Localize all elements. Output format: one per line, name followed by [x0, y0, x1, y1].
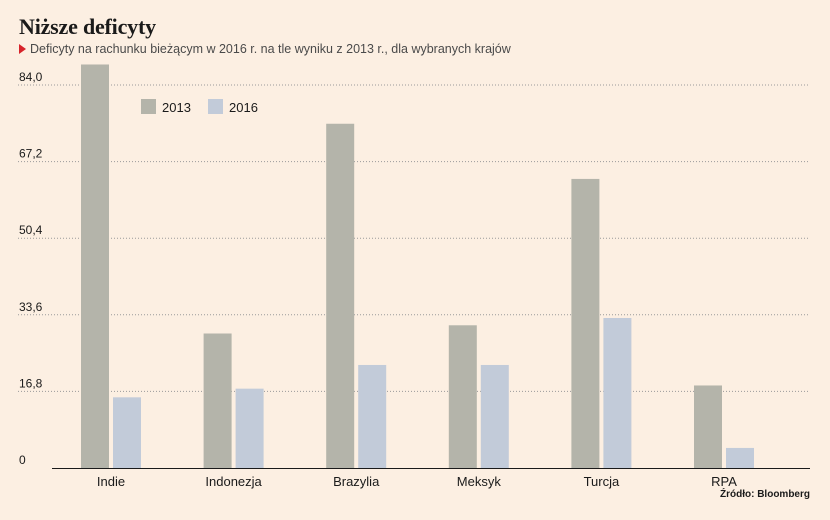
x-category-label: RPA [711, 474, 737, 489]
bar-2013-indonezja [203, 333, 232, 468]
bar-2013-indie [81, 64, 109, 468]
bar-2016-turcja [603, 317, 632, 468]
chart-subtitle: Deficyty na rachunku bieżącym w 2016 r. … [19, 42, 511, 56]
triangle-marker-icon [19, 44, 26, 54]
chart-subtitle-text: Deficyty na rachunku bieżącym w 2016 r. … [30, 42, 511, 56]
y-tick-label: 16,8 [19, 376, 43, 390]
bar-2016-indonezja [235, 388, 264, 468]
legend-label-2013: 2013 [162, 100, 191, 115]
source-note: Źródło: Bloomberg [720, 489, 810, 500]
x-category-label: Indonezja [205, 474, 262, 489]
y-tick-label: 33,6 [19, 300, 43, 314]
legend-label-2016: 2016 [229, 100, 258, 115]
x-category-label: Meksyk [457, 474, 502, 489]
legend-swatch-2013 [141, 99, 156, 114]
bar-2013-brazylia [326, 123, 355, 468]
y-tick-label: 67,2 [19, 147, 43, 161]
bar-2013-meksyk [448, 325, 477, 468]
y-tick-label: 0 [19, 453, 26, 467]
x-category-label: Turcja [584, 474, 620, 489]
bar-2016-indie [113, 397, 141, 468]
bar-2013-turcja [571, 178, 600, 468]
chart-title: Niższe deficyty [19, 14, 156, 39]
y-tick-label: 50,4 [19, 223, 43, 237]
bar-2013-rpa [694, 385, 722, 468]
x-category-label: Brazylia [333, 474, 380, 489]
x-category-label: Indie [97, 474, 125, 489]
y-tick-label: 84,0 [19, 70, 43, 84]
bar-2016-rpa [726, 447, 754, 468]
legend-swatch-2016 [208, 99, 223, 114]
bar-2016-brazylia [358, 364, 387, 468]
bar-2016-meksyk [480, 364, 509, 468]
